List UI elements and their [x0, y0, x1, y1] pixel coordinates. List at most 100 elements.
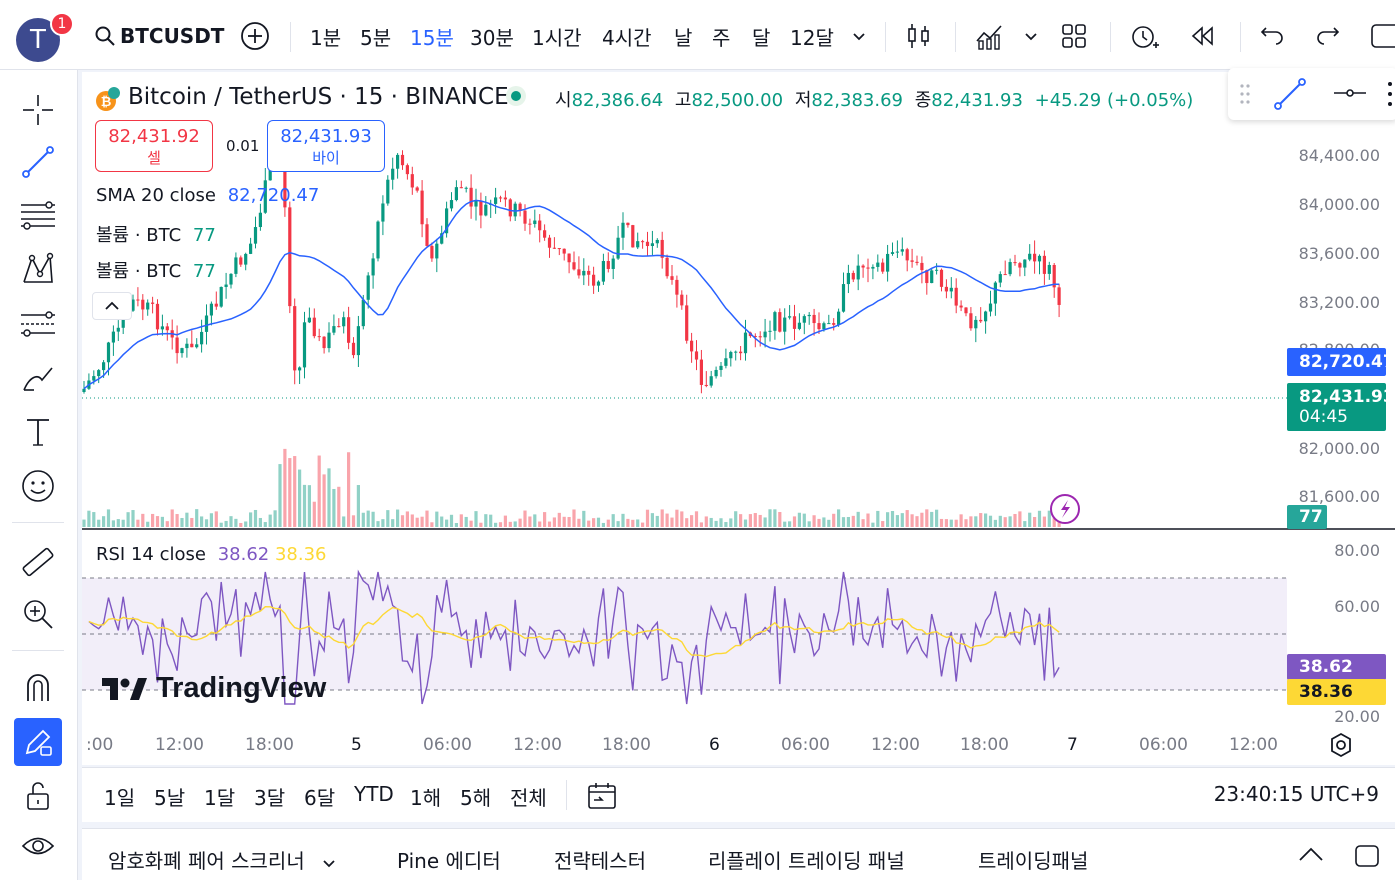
- interval-week[interactable]: 주: [712, 18, 730, 54]
- interval-month[interactable]: 달: [752, 18, 770, 54]
- volume-bar: [391, 519, 395, 527]
- volume-bar: [709, 517, 713, 527]
- interval-dropdown[interactable]: [850, 18, 868, 54]
- tab-replay-trading[interactable]: 리플레이 트레이딩 패널: [708, 849, 905, 873]
- range-6m[interactable]: 6달: [304, 786, 336, 810]
- trend-line-tool[interactable]: [14, 138, 62, 186]
- sma-legend[interactable]: SMA 20 close 82,720.47: [96, 185, 319, 206]
- volume-bar: [944, 519, 948, 527]
- zoom-tool[interactable]: [14, 590, 62, 638]
- interval-1m[interactable]: 1분: [310, 18, 341, 54]
- magnet-tool[interactable]: [14, 664, 62, 712]
- market-status[interactable]: [506, 86, 526, 106]
- volume-bar: [645, 509, 650, 527]
- volume-bar: [518, 518, 522, 527]
- volume-legend-2[interactable]: 볼륨 · BTC 77: [96, 257, 216, 283]
- candle-body: [822, 323, 826, 330]
- range-5y[interactable]: 5해: [460, 786, 492, 810]
- more-options-icon[interactable]: [1384, 80, 1395, 108]
- settings-icon[interactable]: [1328, 732, 1354, 758]
- goto-date-icon[interactable]: [586, 780, 618, 812]
- interval-30m[interactable]: 30분: [470, 18, 514, 54]
- chart-type-button[interactable]: [904, 18, 934, 54]
- buy-button[interactable]: 82,431.93 바이: [267, 120, 385, 172]
- maximize-icon[interactable]: [1352, 843, 1382, 869]
- candle-body: [224, 284, 228, 287]
- volume-bar: [244, 521, 248, 527]
- range-5d[interactable]: 5날: [154, 786, 186, 810]
- interval-12m[interactable]: 12달: [790, 18, 834, 54]
- interval-4h[interactable]: 4시간: [602, 18, 652, 54]
- clock-timezone[interactable]: 23:40:15 UTC+9: [1213, 782, 1379, 806]
- range-all[interactable]: 전체: [510, 786, 547, 810]
- brush-tool[interactable]: [14, 354, 62, 402]
- sma-value: 82,720.47: [227, 185, 320, 206]
- volume-value: 77: [192, 225, 216, 246]
- pattern-tool[interactable]: [14, 246, 62, 294]
- rsi-legend[interactable]: RSI 14 close 38.62 38.36: [96, 544, 326, 565]
- candle-body: [714, 369, 718, 377]
- interval-15m[interactable]: 15분: [410, 18, 454, 54]
- chevron-up-icon[interactable]: [1296, 843, 1326, 867]
- emoji-tool[interactable]: [14, 462, 62, 510]
- interval-1h[interactable]: 1시간: [532, 18, 582, 54]
- lock-tool[interactable]: [14, 772, 62, 820]
- fib-tool[interactable]: [14, 192, 62, 240]
- fullscreen-button[interactable]: [1370, 18, 1395, 54]
- crosshair-tool[interactable]: [14, 86, 62, 134]
- interval-5m[interactable]: 5분: [360, 18, 391, 54]
- layout-button[interactable]: [1060, 18, 1088, 54]
- volume-bar: [587, 520, 591, 527]
- volume-bar: [856, 511, 860, 527]
- projection-tool[interactable]: [14, 300, 62, 348]
- alert-button[interactable]: [1128, 18, 1160, 54]
- volume-bar: [180, 517, 184, 527]
- tab-crypto-screener[interactable]: 암호화폐 페어 스크리너: [108, 845, 337, 874]
- lock-drawing-mode-tool[interactable]: [14, 718, 62, 766]
- range-1y[interactable]: 1해: [410, 786, 442, 810]
- volume-bar: [185, 512, 189, 527]
- measure-tool[interactable]: [14, 538, 62, 586]
- rewind-icon: [1191, 26, 1213, 46]
- candle-body: [1003, 274, 1007, 276]
- horizontal-line-icon[interactable]: [1332, 78, 1368, 108]
- candle-body: [949, 287, 953, 292]
- tab-trading-panel[interactable]: 트레이딩패널: [978, 849, 1089, 873]
- volume-bar: [792, 516, 797, 527]
- volume-bar: [425, 510, 429, 527]
- trend-line-icon[interactable]: [1272, 76, 1308, 112]
- chart-pane[interactable]: [82, 72, 1395, 765]
- range-1m[interactable]: 1달: [204, 786, 236, 810]
- volume-bar: [87, 510, 91, 527]
- tab-pine-editor[interactable]: Pine 에디터: [397, 849, 501, 873]
- undo-button[interactable]: [1258, 18, 1286, 54]
- text-tool[interactable]: [14, 408, 62, 456]
- interval-label: 15분: [410, 25, 454, 50]
- candle-body: [694, 351, 699, 360]
- candle-body: [841, 284, 846, 312]
- range-ytd[interactable]: YTD: [354, 782, 394, 806]
- price-chart[interactable]: [82, 72, 1395, 765]
- symbol-search-button[interactable]: BTCUSDT: [94, 18, 224, 54]
- volume-bar: [841, 517, 846, 527]
- buy-label: 바이: [312, 149, 340, 167]
- visibility-tool[interactable]: [14, 822, 62, 870]
- indicators-dropdown[interactable]: [1022, 18, 1040, 54]
- volume-bar: [739, 514, 743, 527]
- sell-button[interactable]: 82,431.92 셀: [95, 120, 213, 172]
- drag-handle-icon[interactable]: [1238, 82, 1252, 106]
- range-3m[interactable]: 3달: [254, 786, 286, 810]
- interval-day[interactable]: 날: [674, 18, 692, 54]
- candle-body: [131, 299, 135, 311]
- collapse-legend-button[interactable]: [92, 292, 132, 320]
- replay-button[interactable]: [1188, 18, 1218, 54]
- redo-button[interactable]: [1314, 18, 1342, 54]
- volume-legend-1[interactable]: 볼륨 · BTC 77: [96, 221, 216, 247]
- range-1d[interactable]: 1일: [104, 786, 136, 810]
- tradingview-logo[interactable]: TradingView: [100, 672, 326, 705]
- indicators-button[interactable]: [974, 18, 1006, 54]
- volume-bar: [469, 520, 473, 527]
- tab-strategy-tester[interactable]: 전략테스터: [554, 849, 646, 873]
- volume-bar: [685, 518, 689, 527]
- compare-button[interactable]: [240, 18, 270, 54]
